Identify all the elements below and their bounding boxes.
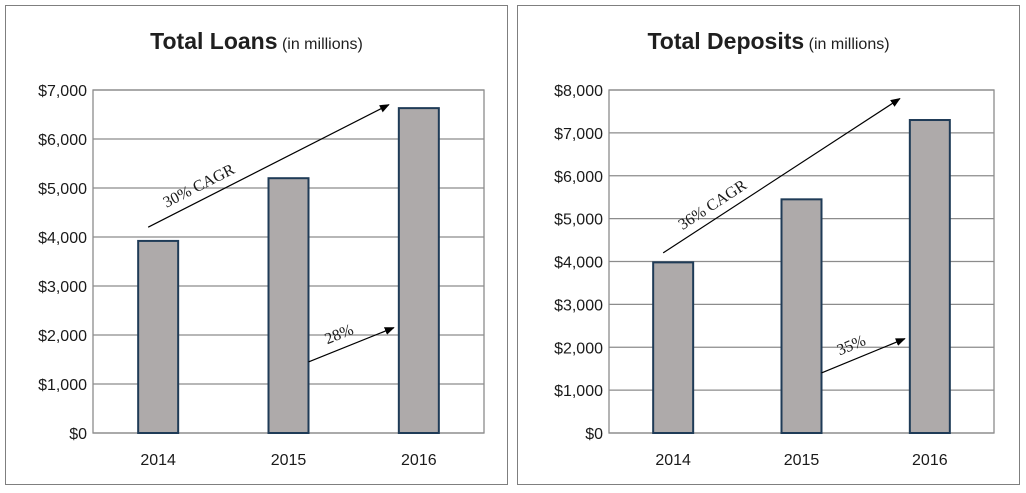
y-tick-label: $3,000 [554, 297, 603, 314]
annotation-arrow [821, 338, 906, 374]
x-tick-label: 2016 [401, 452, 437, 469]
y-tick-label: $1,000 [38, 377, 87, 394]
y-tick-label: $7,000 [38, 83, 87, 100]
bar-2015 [267, 177, 310, 434]
chart-title-subtitle: (in millions) [808, 36, 890, 53]
y-tick-label: $2,000 [554, 340, 603, 357]
bar-2016 [908, 119, 951, 434]
y-tick-label: $5,000 [38, 181, 87, 198]
y-tick-label: $6,000 [554, 169, 603, 186]
annotation-label: 36% CAGR [676, 177, 751, 234]
bar-2014 [652, 261, 695, 435]
annotation-label: 30% CAGR [161, 161, 238, 212]
y-tick-label: $5,000 [554, 212, 603, 229]
y-tick-label: $3,000 [38, 279, 87, 296]
chart-title: Total Loans (in millions) [6, 28, 507, 55]
y-tick-label: $2,000 [38, 328, 87, 345]
deposits-chart-panel: Total Deposits (in millions) $0 $1,000 $2,… [517, 5, 1020, 485]
annotation-arrow [308, 327, 395, 363]
chart-title-main: Total Deposits [647, 28, 805, 54]
loans-plot: $0 $1,000 $2,000 $3,000 $4,000 $5,000 $6,000 $7… [38, 83, 485, 469]
x-tick-label: 2016 [912, 452, 948, 469]
y-tick-label: $4,000 [554, 255, 603, 272]
bar-2014 [137, 239, 180, 434]
bar-2015 [780, 198, 823, 434]
x-tick-label: 2014 [655, 452, 691, 469]
annotation-arrow [662, 98, 901, 254]
x-tick-label: 2015 [271, 452, 307, 469]
x-tick-label: 2014 [140, 452, 176, 469]
y-tick-label: $7,000 [554, 126, 603, 143]
y-tick-label: $4,000 [38, 230, 87, 247]
bar-2016 [397, 107, 440, 434]
y-tick-label: $0 [585, 426, 603, 443]
loans-chart-panel: Total Loans (in millions) $0 $1,000 $2,000… [5, 5, 508, 485]
deposits-plot: $0 $1,000 $2,000 $3,000 $4,000 $5,000 $6,000 $7… [554, 83, 995, 469]
x-tick-label: 2015 [784, 452, 820, 469]
annotation-label: 28% [322, 321, 356, 348]
annotation-arrow [147, 104, 390, 228]
chart-title-main: Total Loans [150, 28, 278, 54]
chart-title-subtitle: (in millions) [281, 36, 363, 53]
chart-title: Total Deposits (in millions) [518, 28, 1019, 55]
y-tick-label: $6,000 [38, 132, 87, 149]
y-tick-label: $8,000 [554, 83, 603, 100]
y-tick-label: $0 [69, 426, 87, 443]
y-tick-label: $1,000 [554, 383, 603, 400]
